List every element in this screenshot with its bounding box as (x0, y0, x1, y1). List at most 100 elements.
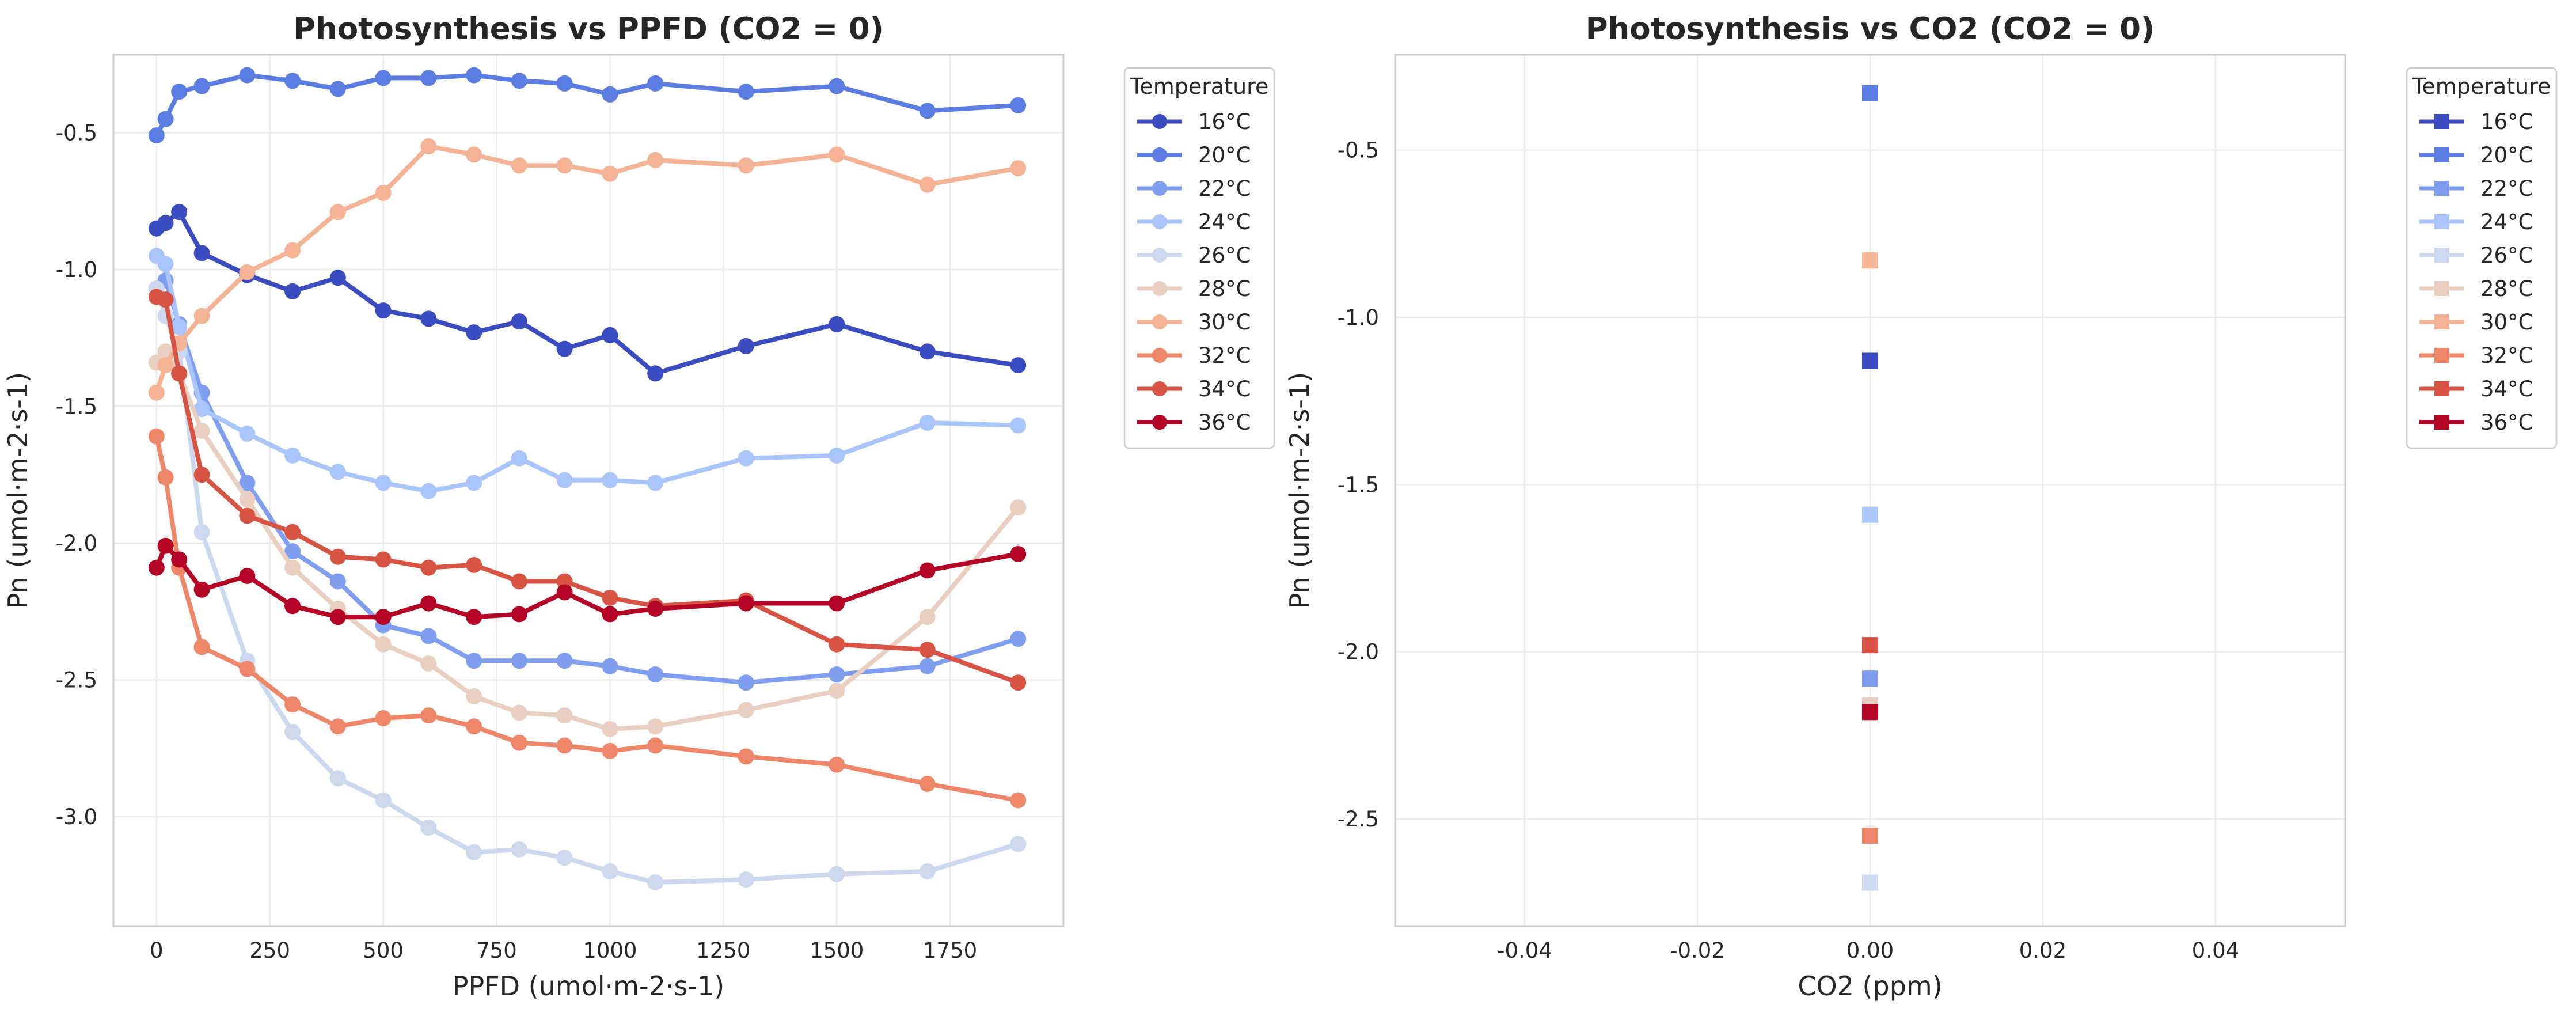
data-point (466, 475, 482, 491)
data-point (602, 86, 618, 103)
data-point (329, 204, 346, 221)
y-tick-label: -2.0 (1338, 640, 1379, 665)
legend-label: 30°C (2480, 310, 2533, 335)
data-point (284, 723, 301, 740)
data-point (466, 688, 482, 704)
legend-marker (2434, 281, 2449, 296)
data-point (1010, 545, 1027, 562)
data-point (239, 425, 256, 442)
legend-marker (2434, 348, 2449, 363)
data-point (284, 524, 301, 540)
legend (1123, 67, 1275, 449)
data-point (157, 256, 174, 272)
legend-item (2419, 348, 2464, 363)
series-34°C (148, 289, 1027, 691)
x-tick-label: 750 (476, 938, 517, 963)
data-point (1010, 160, 1027, 177)
data-point (511, 841, 527, 858)
data-point (919, 642, 936, 658)
data-point (511, 653, 527, 669)
data-point (919, 103, 936, 119)
data-point (647, 365, 664, 382)
data-point (420, 310, 437, 327)
series-36°C (148, 537, 1027, 625)
data-point (1862, 704, 1878, 721)
data-point (466, 609, 482, 625)
data-point (829, 447, 845, 464)
legend-label: 28°C (1198, 276, 1251, 301)
data-point (602, 327, 618, 343)
data-point (375, 551, 392, 568)
data-point (329, 464, 346, 480)
data-point (193, 245, 210, 261)
data-point (284, 283, 301, 299)
y-tick-label: -0.5 (56, 120, 97, 145)
data-point (602, 863, 618, 879)
data-point (602, 606, 618, 623)
data-point (239, 264, 256, 280)
data-point (329, 573, 346, 590)
data-point (556, 707, 573, 724)
x-axis-label: CO2 (ppm) (1798, 970, 1942, 1002)
data-point (556, 157, 573, 174)
data-point (329, 270, 346, 286)
data-point (738, 84, 754, 100)
data-point (329, 548, 346, 565)
data-point (647, 718, 664, 735)
data-point (511, 606, 527, 623)
series-24°C (1862, 506, 1878, 523)
data-point (738, 450, 754, 467)
data-point (420, 70, 437, 86)
data-point (157, 215, 174, 232)
series-30°C (148, 138, 1027, 401)
y-axis-label: Pn (umol·m-2·s-1) (1284, 372, 1315, 609)
data-point (171, 365, 188, 382)
legend-item (1137, 147, 1182, 162)
legend-label: 22°C (1198, 176, 1251, 201)
data-point (157, 469, 174, 486)
data-point (284, 598, 301, 615)
data-point (329, 609, 346, 625)
data-point (919, 562, 936, 579)
x-tick-label: -0.04 (1497, 938, 1552, 963)
data-point (375, 792, 392, 809)
legend-label: 20°C (2480, 143, 2533, 168)
data-point (511, 450, 527, 467)
series-line (154, 278, 1021, 685)
series-32°C (148, 428, 1027, 809)
data-point (193, 401, 210, 418)
data-point (647, 475, 664, 491)
legend-label: 32°C (1198, 343, 1251, 368)
legend-item (2419, 415, 2464, 430)
series-30°C (1862, 252, 1878, 269)
y-axis-label: Pn (umol·m-2·s-1) (2, 372, 33, 609)
legend-item (1137, 248, 1182, 263)
data-point (375, 302, 392, 319)
data-point (284, 447, 301, 464)
legend-label: 26°C (1198, 243, 1251, 268)
data-point (193, 524, 210, 540)
data-point (829, 78, 845, 94)
data-point (511, 734, 527, 751)
data-point (193, 423, 210, 439)
data-point (556, 75, 573, 92)
data-point (647, 600, 664, 617)
y-tick-label: -3.0 (56, 805, 97, 829)
legend-label: 16°C (2480, 109, 2533, 134)
legend (2406, 67, 2558, 449)
x-tick-label: 500 (363, 938, 404, 963)
data-point (193, 308, 210, 324)
legend-marker (1152, 381, 1167, 396)
data-point (556, 737, 573, 754)
legend-marker (2434, 314, 2449, 329)
data-point (284, 242, 301, 259)
legend-marker (1152, 314, 1167, 329)
x-tick-label: 0 (150, 938, 164, 963)
data-point (1010, 631, 1027, 647)
legend-title: Temperature (2412, 74, 2551, 99)
y-tick-label: -2.5 (1338, 807, 1379, 832)
legend-marker (2434, 181, 2449, 196)
series-line (154, 294, 1021, 685)
legend-item (2419, 114, 2464, 129)
series-36°C (1862, 704, 1878, 721)
